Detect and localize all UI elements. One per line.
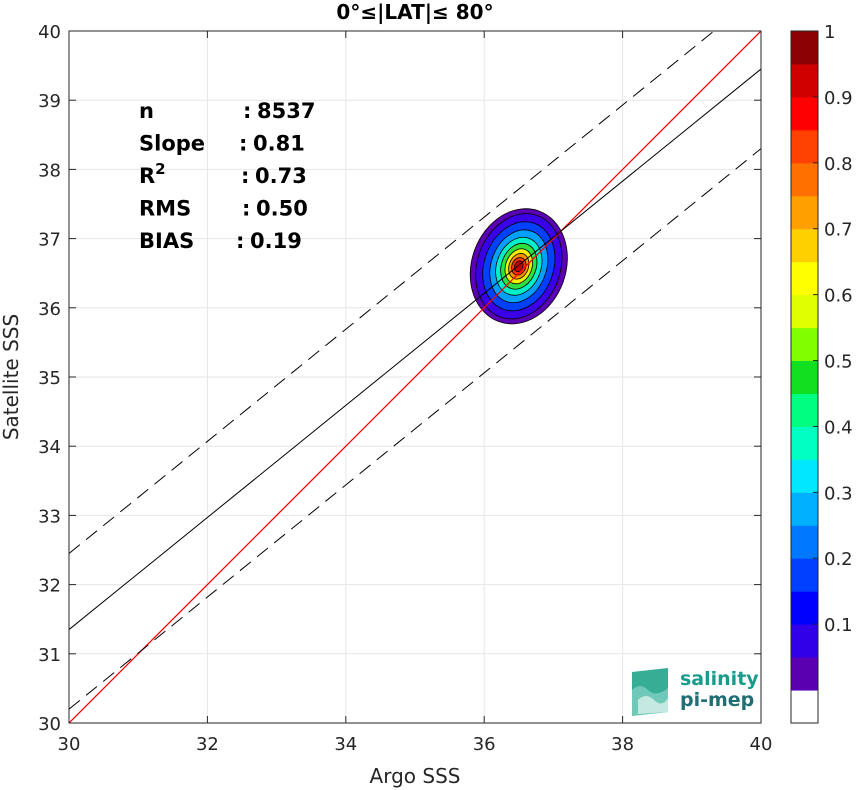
y-tick-label: 38 [38,160,61,181]
stat-separator: : [239,132,247,156]
y-tick-label: 32 [38,576,61,597]
y-tick-label: 30 [38,714,61,735]
colorbar-segment [791,63,818,98]
y-axis-label: Satellite SSS [0,314,23,440]
colorbar-tick-label: 0.5 [824,352,853,373]
colorbar-tick-label: 0.8 [824,154,853,175]
colorbar-segment [791,228,818,263]
stat-label: Slope [139,132,205,156]
colorbar-segment [791,591,818,625]
y-tick-label: 40 [38,22,61,43]
stat-value: 0.81 [253,132,305,156]
colorbar-segment [791,492,818,526]
fit-upper-line [69,31,715,554]
fit-line [69,68,761,630]
colorbar-tick-label: 0.7 [824,220,853,241]
colorbar-segment [791,261,818,296]
colorbar-segment [791,162,818,197]
stat-label-text: Slope [139,132,205,156]
stat-separator: : [242,197,250,221]
x-tick-label: 38 [611,734,634,755]
colorbar-frame [790,30,819,724]
colorbar-segment [791,129,818,164]
grid [68,30,762,724]
y-tick-label: 37 [38,230,61,251]
x-tick-label: 40 [750,734,773,755]
logo-line2: pi-mep [680,689,754,711]
x-tick-label: 36 [473,734,496,755]
density-contours [469,208,568,325]
colorbar-segment [791,690,818,724]
stat-value: 0.73 [255,164,307,188]
colorbar-tick-label: 0.2 [824,549,853,570]
y-tick-label: 33 [38,506,61,527]
x-tick-label: 32 [196,734,219,755]
chart-title: 0°≤|LAT|≤ 80° [336,0,493,24]
colorbar-segment [791,294,818,329]
colorbar-tick-label: 0.3 [824,483,853,504]
colorbar-segment [791,657,818,691]
colorbar-tick-label: 0.4 [824,417,853,438]
colorbar-segment [791,393,818,427]
y-tick-label: 36 [38,299,61,320]
stat-label: R2 [139,160,166,188]
colorbar-segment [791,624,818,658]
y-tick-label: 35 [38,368,61,389]
regression-lines [69,31,761,723]
colorbar-tick-label: 0.1 [824,615,853,636]
colorbar-segment [791,558,818,592]
stat-label-text: R [139,164,155,188]
stat-label: n [139,99,154,123]
salinity-pimep-logo: salinity pi-mep [632,668,759,716]
colorbar-tick-label: 1 [824,22,835,43]
stat-label-text: RMS [139,197,191,221]
y-tick-label: 34 [38,437,61,458]
stat-label: BIAS [139,229,194,253]
stat-label-sup: 2 [155,160,165,178]
identity-line [69,31,761,723]
colorbar-segment [791,459,818,493]
colorbar-segment [791,360,818,394]
x-tick-label: 34 [334,734,357,755]
fit-lower-line [69,148,761,710]
colorbar-tick-label: 0.9 [824,88,853,109]
stat-label: RMS [139,197,191,221]
colorbar-tick-label: 0.6 [824,286,853,307]
x-tick-label: 30 [58,734,81,755]
colorbar: 0.1 0.2 0.3 0.4 0.5 0.6 0.7 0.8 0.9 1 [790,22,853,724]
y-tick-label: 39 [38,91,61,112]
colorbar-segment [791,195,818,230]
colorbar-segment [791,525,818,559]
stat-separator: : [241,164,249,188]
logo-line1: salinity [680,668,759,690]
y-axis: 30 31 32 33 34 35 36 37 38 39 40 [38,22,761,735]
wave-logo-icon [632,668,668,716]
x-axis: 30 32 34 36 38 40 [58,31,773,755]
stat-value: 8537 [257,99,315,123]
stat-separator: : [243,99,251,123]
y-tick-label: 31 [38,645,61,666]
colorbar-segment [791,426,818,460]
colorbar-segment [791,96,818,131]
x-axis-label: Argo SSS [370,764,461,788]
stat-label-text: n [139,99,154,123]
stat-separator: : [236,229,244,253]
stat-value: 0.19 [250,229,302,253]
stat-label-text: BIAS [139,229,194,253]
colorbar-segment [791,31,818,65]
colorbar-segment [791,327,818,362]
stat-value: 0.50 [256,197,308,221]
